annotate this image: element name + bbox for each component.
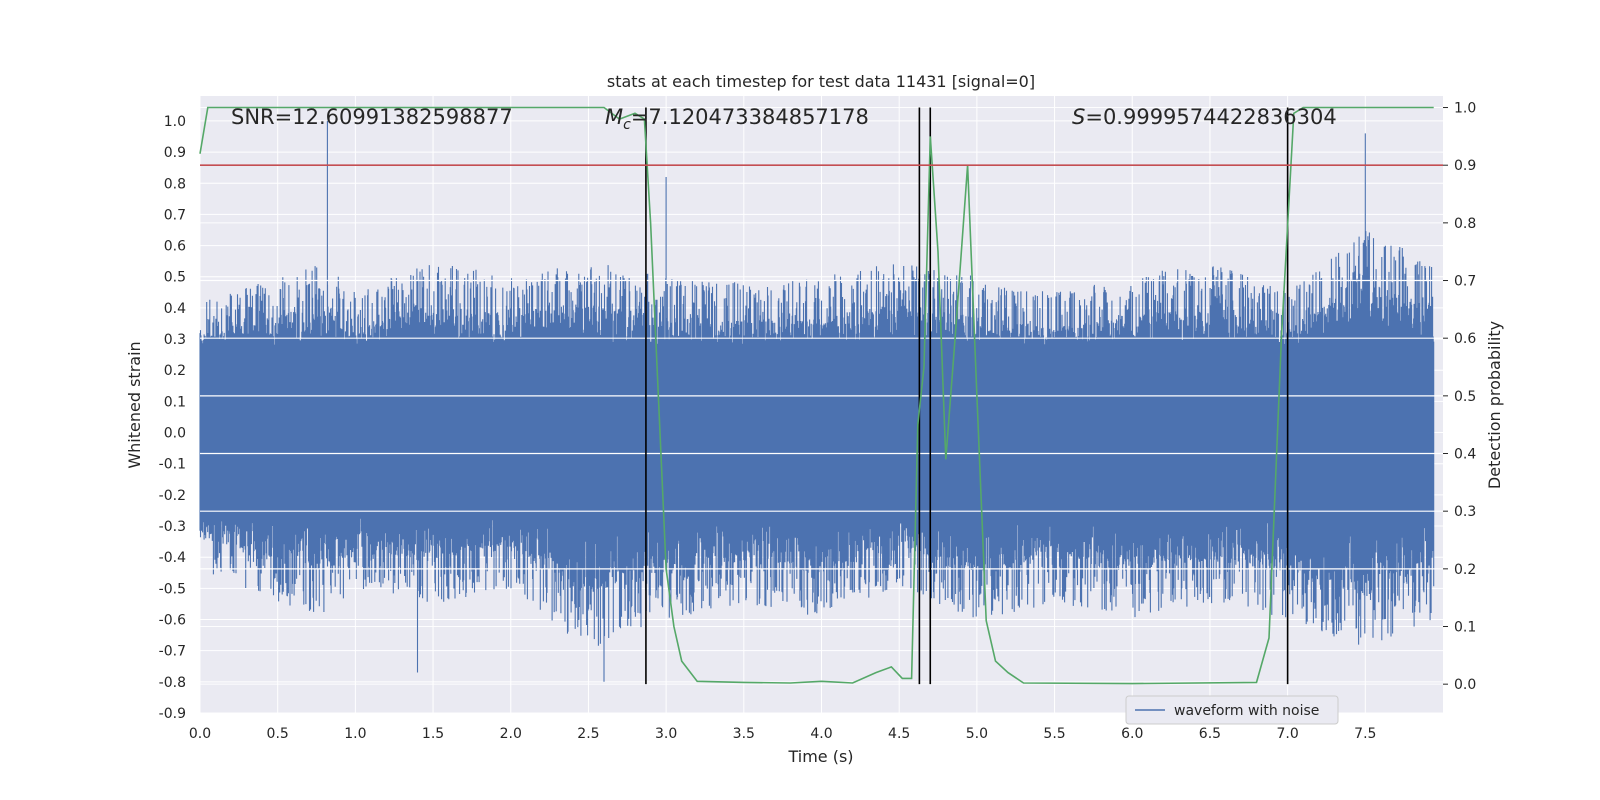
x-tick-label: 1.5: [422, 726, 444, 742]
snr-annotation: SNR=12.60991382598877: [231, 105, 513, 129]
detection-probability-line: [199, 106, 1434, 685]
legend-box: [1125, 695, 1339, 725]
y-tick-label-left: -0.7: [159, 644, 186, 660]
y-tick-label-left: 0.0: [164, 426, 186, 442]
y-axis-label-right: Detection probability: [1485, 321, 1504, 489]
y-tick-label-right: 0.6: [1454, 331, 1476, 347]
y-tick-label-left: 1.0: [164, 114, 186, 130]
x-tick-label: 0.0: [189, 726, 211, 742]
y-tick-label-right: 0.8: [1454, 216, 1476, 232]
x-tick-label: 3.0: [655, 726, 677, 742]
y-tick-label-right: 0.5: [1454, 389, 1476, 405]
x-tick-label: 6.0: [1121, 726, 1143, 742]
waveform-series: [199, 120, 1443, 682]
y-tick-label-right: 0.2: [1454, 562, 1476, 578]
chart-title: stats at each timestep for test data 114…: [607, 72, 1035, 91]
y-axis-label-left: Whitened strain: [125, 341, 144, 468]
score-value: =0.9999574422836304: [1085, 105, 1336, 129]
x-tick-label: 5.0: [966, 726, 988, 742]
legend: waveform with noise: [1125, 695, 1339, 725]
score-symbol: S: [1072, 105, 1085, 129]
x-tick-label: 7.5: [1354, 726, 1376, 742]
x-tick-label: 3.5: [733, 726, 755, 742]
y-tick-label-right: 0.4: [1454, 447, 1476, 463]
x-axis-label: Time (s): [787, 747, 853, 766]
y-tick-label-left: 0.1: [164, 394, 186, 410]
y-tick-label-right: 0.1: [1454, 620, 1476, 636]
x-tick-label: 4.5: [888, 726, 910, 742]
chirp-mass-subscript: c: [623, 117, 631, 133]
y-tick-label-left: 0.8: [164, 176, 186, 192]
y-tick-label-left: 0.4: [164, 301, 186, 317]
y-tick-label-left: 0.9: [164, 145, 186, 161]
y-tick-label-left: -0.5: [159, 581, 186, 597]
y-tick-label-left: -0.4: [159, 550, 186, 566]
legend-label: waveform with noise: [1174, 703, 1319, 719]
y-tick-label-left: -0.9: [159, 706, 186, 722]
y-tick-label-left: 0.5: [164, 270, 186, 286]
x-tick-label: 0.5: [267, 726, 289, 742]
y-tick-label-left: -0.8: [159, 675, 186, 691]
score-annotation: S=0.9999574422836304: [1072, 105, 1337, 129]
y-tick-label-left: -0.6: [159, 613, 186, 629]
waveform-line: [199, 120, 1435, 682]
x-tick-label: 6.5: [1199, 726, 1221, 742]
ticks: 0.0 0.5 1.0 1.5 2.0 2.5 3.0 3.5 4.0 4.5 5.0 5.5 6.0 6…: [159, 101, 1477, 742]
y-tick-label-right: 0.7: [1454, 274, 1476, 290]
y-tick-label-left: 0.7: [164, 207, 186, 223]
y-tick-label-right: 1.0: [1454, 101, 1476, 117]
marker-lines: [645, 107, 1289, 685]
x-tick-label: 4.0: [810, 726, 832, 742]
x-tick-label: 1.0: [344, 726, 366, 742]
y-tick-label-left: -0.3: [159, 519, 186, 535]
y-tick-label-left: 0.2: [164, 363, 186, 379]
x-tick-label: 2.0: [500, 726, 522, 742]
y-tick-label-left: -0.1: [159, 457, 186, 473]
y-tick-label-right: 0.3: [1454, 504, 1476, 520]
chirp-mass-symbol: M: [605, 105, 623, 129]
x-tick-label: 2.5: [577, 726, 599, 742]
probability-series: [199, 106, 1443, 685]
chirp-mass-annotation: Mc=7.120473384857178: [605, 105, 869, 133]
y-tick-label-right: 0.0: [1454, 677, 1476, 693]
y-tick-label-right: 0.9: [1454, 158, 1476, 174]
x-tick-label: 5.5: [1043, 726, 1065, 742]
y-tick-label-left: -0.2: [159, 488, 186, 504]
y-tick-label-left: 0.6: [164, 239, 186, 255]
chirp-mass-value: =7.120473384857178: [631, 105, 869, 129]
x-tick-label: 7.0: [1276, 726, 1298, 742]
y-tick-label-left: 0.3: [164, 332, 186, 348]
